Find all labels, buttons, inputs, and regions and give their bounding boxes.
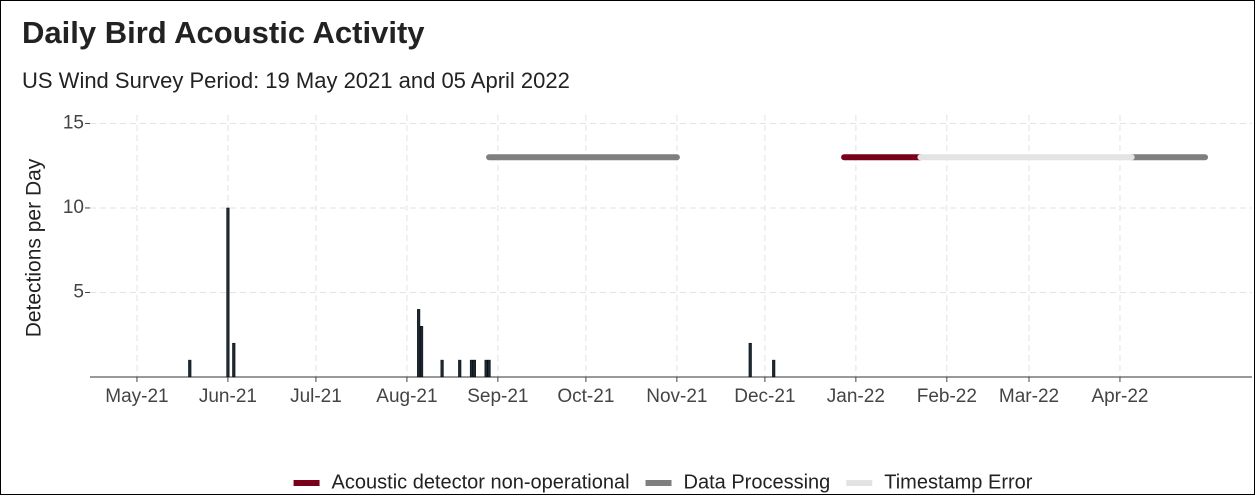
bar <box>484 359 488 378</box>
bar <box>420 326 424 378</box>
y-tick-label: 5 <box>73 281 84 302</box>
y-tick-label: 15 <box>63 112 84 133</box>
bar <box>417 309 421 378</box>
legend-label: Timestamp Error <box>884 471 1033 493</box>
bar <box>748 342 752 378</box>
bar <box>472 359 476 378</box>
chart-subtitle: US Wind Survey Period: 19 May 2021 and 0… <box>22 68 570 93</box>
bar <box>440 359 444 378</box>
x-tick-label: Jun-21 <box>199 386 257 407</box>
x-tick-label: Feb-22 <box>917 386 977 407</box>
bar <box>226 207 230 378</box>
bar <box>469 359 474 378</box>
x-tick-label: Apr-22 <box>1091 386 1148 407</box>
x-tick-label: Aug-21 <box>376 386 437 407</box>
bar <box>188 359 192 378</box>
bar <box>458 359 462 378</box>
legend-label: Acoustic detector non-operational <box>332 471 630 493</box>
y-tick-label: 10 <box>63 197 84 218</box>
bar <box>487 359 491 378</box>
bar <box>232 342 236 378</box>
bar <box>772 359 776 378</box>
x-tick-label: Sep-21 <box>467 386 528 407</box>
y-axis-label: Detections per Day <box>23 158 46 337</box>
x-tick-label: Jul-21 <box>290 386 342 407</box>
x-tick-label: Oct-21 <box>557 386 614 407</box>
x-tick-label: Mar-22 <box>999 386 1059 407</box>
x-tick-label: Jan-22 <box>827 386 885 407</box>
x-tick-label: Dec-21 <box>734 386 795 407</box>
legend-label: Data Processing <box>684 471 831 493</box>
chart-title: Daily Bird Acoustic Activity <box>22 15 425 50</box>
x-tick-label: Nov-21 <box>646 386 707 407</box>
x-tick-label: May-21 <box>105 386 168 407</box>
